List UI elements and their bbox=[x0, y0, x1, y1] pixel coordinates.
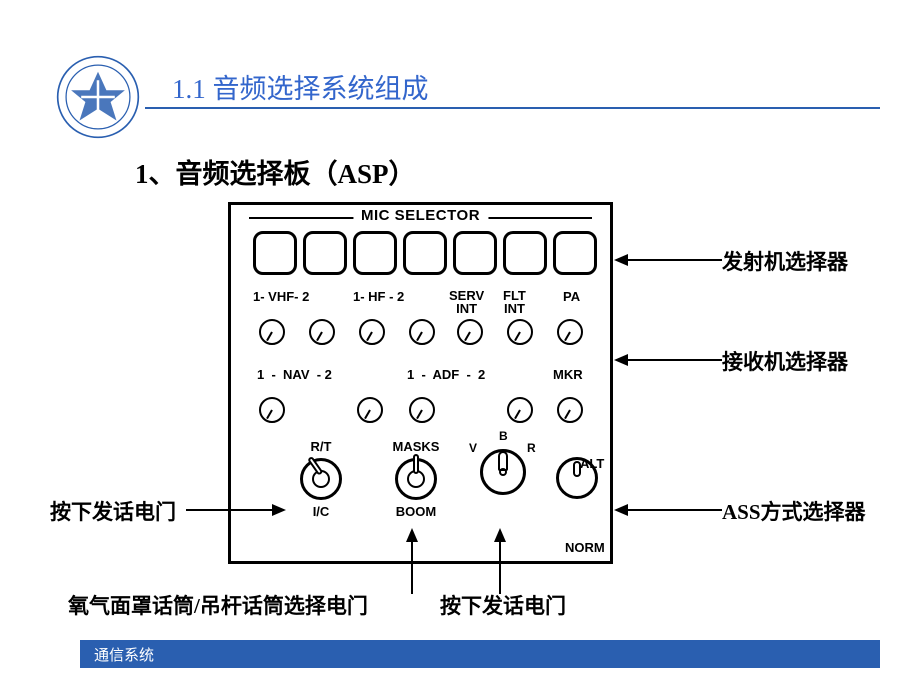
annot-ptt-bottom: 按下发话电门 bbox=[440, 590, 566, 620]
mic-button bbox=[303, 231, 347, 275]
label-hf: 1- HF - 2 bbox=[353, 289, 404, 304]
label-mkr: MKR bbox=[553, 367, 583, 382]
slide-header: 1.1 音频选择系统组成 bbox=[0, 35, 920, 125]
rotary-knob-icon bbox=[480, 449, 526, 495]
arrow-icon bbox=[614, 250, 722, 270]
arrow-icon bbox=[186, 500, 286, 520]
r-label: R bbox=[527, 441, 536, 455]
mic-button bbox=[403, 231, 447, 275]
slide-footer: 通信系统 bbox=[80, 640, 880, 668]
rt-label: R/T bbox=[291, 439, 351, 454]
alt-label: ALT bbox=[580, 456, 604, 471]
b-label: B bbox=[499, 429, 508, 443]
vbr-selector: V B R bbox=[473, 435, 533, 497]
label-adf: 1 - ADF - 2 bbox=[407, 367, 485, 382]
rx-knob bbox=[457, 319, 483, 345]
annot-ass-mode: ASS方式选择器 bbox=[722, 496, 866, 526]
v-label: V bbox=[469, 441, 477, 455]
label-serv-int: SERV INT bbox=[449, 289, 484, 315]
rx-knob bbox=[557, 397, 583, 423]
rt-ic-switch: R/T I/C bbox=[291, 439, 351, 519]
mic-button bbox=[453, 231, 497, 275]
annot-ptt-left: 按下发话电门 bbox=[50, 496, 176, 526]
rx-knob bbox=[507, 319, 533, 345]
boom-label: BOOM bbox=[381, 504, 451, 519]
norm-label: NORM bbox=[565, 540, 605, 555]
arrow-icon bbox=[614, 350, 722, 370]
annot-rx-selector: 接收机选择器 bbox=[722, 346, 848, 376]
label-nav: 1 - NAV - 2 bbox=[257, 367, 332, 382]
mic-button bbox=[553, 231, 597, 275]
rx-knob bbox=[409, 319, 435, 345]
slide-title: 1.1 音频选择系统组成 bbox=[172, 67, 429, 106]
label-flt-int: FLT INT bbox=[503, 289, 526, 315]
mic-button bbox=[503, 231, 547, 275]
section-heading: 1、音频选择板（ASP） bbox=[135, 152, 416, 191]
arrow-icon bbox=[614, 500, 722, 520]
label-pa: PA bbox=[563, 289, 580, 304]
toggle-switch-icon bbox=[395, 458, 437, 500]
rx-knob bbox=[259, 319, 285, 345]
mic-button bbox=[253, 231, 297, 275]
university-logo bbox=[56, 55, 140, 139]
rx-knob bbox=[357, 397, 383, 423]
ic-label: I/C bbox=[291, 504, 351, 519]
rx-knob bbox=[409, 397, 435, 423]
rx-knob bbox=[259, 397, 285, 423]
rx-knob bbox=[507, 397, 533, 423]
rx-knob bbox=[557, 319, 583, 345]
rx-knob bbox=[359, 319, 385, 345]
mic-button bbox=[353, 231, 397, 275]
mic-selector-label: MIC SELECTOR bbox=[353, 207, 488, 224]
rx-knob bbox=[309, 319, 335, 345]
annot-mask-boom: 氧气面罩话筒/吊杆话筒选择电门 bbox=[68, 590, 368, 620]
arrow-icon bbox=[402, 528, 422, 594]
mic-button-row bbox=[253, 231, 597, 275]
mask-boom-switch: MASKS BOOM bbox=[381, 439, 451, 519]
label-vhf: 1- VHF- 2 bbox=[253, 289, 309, 304]
toggle-switch-icon bbox=[300, 458, 342, 500]
arrow-icon bbox=[490, 528, 510, 594]
annot-tx-selector: 发射机选择器 bbox=[722, 246, 848, 276]
masks-label: MASKS bbox=[381, 439, 451, 454]
header-rule bbox=[145, 107, 880, 109]
